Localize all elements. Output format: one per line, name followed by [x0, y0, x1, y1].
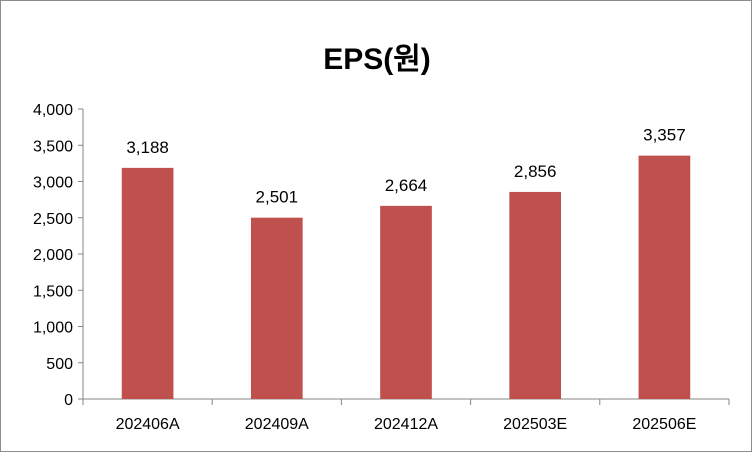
bar — [638, 155, 691, 399]
data-labels: 3,188 2,501 2,664 2,856 3,357 — [126, 126, 685, 207]
x-tick-label: 202409A — [245, 416, 309, 433]
data-label: 3,188 — [126, 138, 169, 157]
data-label: 3,357 — [643, 126, 686, 145]
bars — [121, 155, 691, 399]
x-tick-label: 202506E — [632, 416, 696, 433]
y-tick-label: 3,500 — [33, 138, 73, 155]
bar — [509, 191, 562, 399]
y-tick-label: 1,000 — [33, 320, 73, 337]
bar — [250, 217, 303, 399]
y-tick-label: 2,000 — [33, 247, 73, 264]
bar — [380, 205, 432, 399]
y-tick-label: 3,000 — [33, 175, 73, 192]
y-tick-label: 1,500 — [33, 283, 73, 300]
chart-title: EPS(원) — [323, 43, 431, 76]
y-tick-label: 4,000 — [33, 102, 73, 119]
y-tick-label: 0 — [64, 392, 73, 409]
bar — [121, 167, 174, 399]
data-label: 2,501 — [256, 188, 299, 207]
data-label: 2,664 — [385, 176, 428, 195]
axes: 0 500 1,000 1,500 2,000 2,500 3,000 3,500 4,000 2… — [33, 102, 730, 433]
y-tick-label: 2,500 — [33, 211, 73, 228]
x-tick-label: 202412A — [374, 416, 438, 433]
x-tick-label: 202503E — [503, 416, 567, 433]
data-label: 2,856 — [514, 162, 557, 181]
x-tick-label: 202406A — [116, 416, 180, 433]
y-tick-label: 500 — [46, 356, 73, 373]
